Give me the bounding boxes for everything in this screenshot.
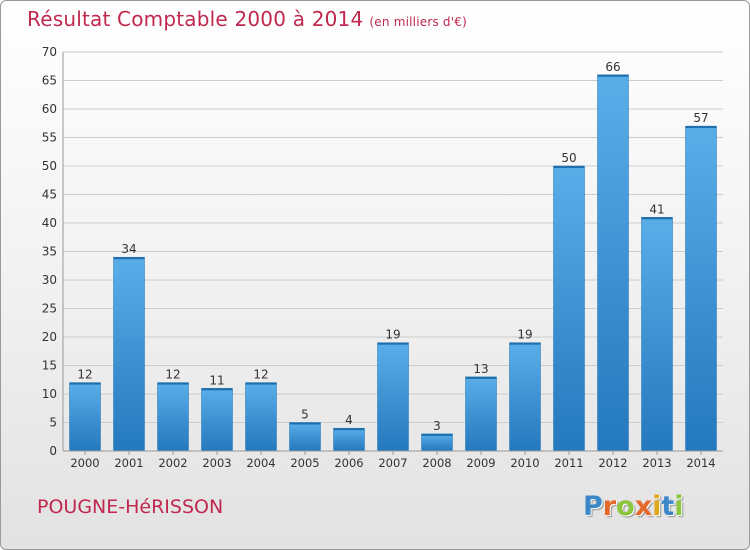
bar-top-2008 bbox=[421, 433, 453, 436]
logo-letter: x bbox=[634, 491, 653, 522]
y-tick-label: 60 bbox=[42, 102, 57, 116]
place-name: POUGNE-HéRISSON bbox=[37, 496, 224, 518]
logo-letter: i bbox=[652, 491, 662, 522]
bar-2007 bbox=[377, 342, 409, 452]
chart-unit: (en milliers d'€) bbox=[369, 15, 467, 29]
bar-2005 bbox=[289, 422, 321, 452]
y-tick-label: 10 bbox=[42, 387, 57, 401]
y-tick-label: 0 bbox=[49, 444, 57, 458]
data-label-2011: 50 bbox=[561, 151, 576, 165]
bar-top-2013 bbox=[641, 217, 673, 220]
x-tick-label-2002: 2002 bbox=[158, 456, 187, 470]
bar-top-2007 bbox=[377, 342, 409, 345]
x-tick-label-2011: 2011 bbox=[554, 456, 583, 470]
bar-2006 bbox=[333, 427, 365, 452]
x-tick-label-2009: 2009 bbox=[466, 456, 495, 470]
bar-top-2011 bbox=[553, 166, 585, 168]
data-label-2010: 19 bbox=[517, 328, 532, 342]
proxiti-logo[interactable]: Proxiti bbox=[583, 491, 684, 522]
x-tick-label-2008: 2008 bbox=[422, 456, 451, 470]
data-label-2008: 3 bbox=[433, 419, 441, 433]
data-label-2001: 34 bbox=[121, 242, 136, 256]
y-tick-label: 40 bbox=[42, 216, 57, 230]
data-label-2013: 41 bbox=[649, 202, 664, 216]
y-tick-label: 30 bbox=[42, 273, 57, 287]
data-label-2002: 12 bbox=[165, 368, 180, 382]
y-tick-label: 20 bbox=[42, 330, 57, 344]
bar-2012 bbox=[597, 74, 629, 452]
chart-title-text: Résultat Comptable 2000 à 2014 bbox=[27, 7, 364, 31]
bar-2009 bbox=[465, 376, 497, 452]
bar-2002 bbox=[157, 382, 189, 452]
y-tick-label: 50 bbox=[42, 159, 57, 173]
bar-2010 bbox=[509, 342, 541, 452]
x-tick-label-2006: 2006 bbox=[334, 456, 363, 470]
bar-top-2014 bbox=[685, 126, 717, 129]
x-tick-label-2012: 2012 bbox=[598, 456, 627, 470]
y-tick-label: 35 bbox=[42, 245, 57, 259]
data-label-2014: 57 bbox=[693, 111, 708, 125]
y-axis: 0 5 10 15 20 25 30 35 40 45 50 55 60 65 70 bbox=[42, 45, 64, 458]
x-tick-label-2007: 2007 bbox=[378, 456, 407, 470]
x-tick-label-2004: 2004 bbox=[246, 456, 275, 470]
bar-top-2003 bbox=[201, 388, 233, 391]
bar-top-2010 bbox=[509, 342, 541, 345]
bar-2008 bbox=[421, 433, 453, 452]
bar-2014 bbox=[685, 125, 717, 452]
logo-letter: o bbox=[616, 491, 635, 522]
bar-top-2002 bbox=[157, 382, 189, 385]
bar-top-2009 bbox=[465, 376, 497, 379]
bars bbox=[69, 74, 717, 452]
y-tick-label: 55 bbox=[42, 131, 57, 145]
logo-letter: r bbox=[602, 491, 617, 522]
bar-top-2000 bbox=[69, 382, 101, 385]
bar-top-2012 bbox=[597, 74, 629, 77]
bar-top-2001 bbox=[113, 257, 145, 260]
x-tick-label-2010: 2010 bbox=[510, 456, 539, 470]
y-tick-label: 65 bbox=[42, 74, 57, 88]
data-label-2004: 12 bbox=[253, 368, 268, 382]
x-tick-label-2014: 2014 bbox=[686, 456, 715, 470]
bar-top-2006 bbox=[333, 428, 365, 431]
y-tick-label: 5 bbox=[49, 416, 57, 430]
y-tick-label: 15 bbox=[42, 359, 57, 373]
data-labels: 12 34 12 11 12 5 4 19 3 13 19 50 66 41 57 bbox=[77, 60, 708, 433]
bar-2001 bbox=[113, 256, 145, 452]
logo-letter: t bbox=[661, 491, 675, 522]
data-label-2005: 5 bbox=[301, 408, 309, 422]
bar-top-2005 bbox=[289, 422, 321, 425]
y-tick-label: 25 bbox=[42, 302, 57, 316]
logo-letter: i bbox=[674, 491, 684, 522]
x-tick-label-2005: 2005 bbox=[290, 456, 319, 470]
chart-title: Résultat Comptable 2000 à 2014 (en millie… bbox=[27, 7, 467, 31]
x-tick-label-2000: 2000 bbox=[70, 456, 99, 470]
y-tick-label: 70 bbox=[42, 45, 57, 59]
x-tick-label-2001: 2001 bbox=[114, 456, 143, 470]
bar-top-2004 bbox=[245, 382, 277, 385]
y-tick-label: 45 bbox=[42, 188, 57, 202]
bar-2003 bbox=[201, 388, 233, 452]
bar-2013 bbox=[641, 217, 673, 452]
data-label-2007: 19 bbox=[385, 328, 400, 342]
x-tick-label-2013: 2013 bbox=[642, 456, 671, 470]
data-label-2006: 4 bbox=[345, 413, 353, 427]
data-label-2000: 12 bbox=[77, 368, 92, 382]
bar-2004 bbox=[245, 382, 277, 452]
bar-2011 bbox=[553, 165, 585, 452]
x-axis: 2000 2001 2002 2003 2004 2005 2006 2007 2008 2009… bbox=[63, 450, 723, 470]
data-label-2012: 66 bbox=[605, 60, 620, 74]
bar-2000 bbox=[69, 382, 101, 452]
data-label-2003: 11 bbox=[209, 373, 224, 387]
logo-letter: P bbox=[583, 491, 603, 522]
x-tick-label-2003: 2003 bbox=[202, 456, 231, 470]
data-label-2009: 13 bbox=[473, 362, 488, 376]
